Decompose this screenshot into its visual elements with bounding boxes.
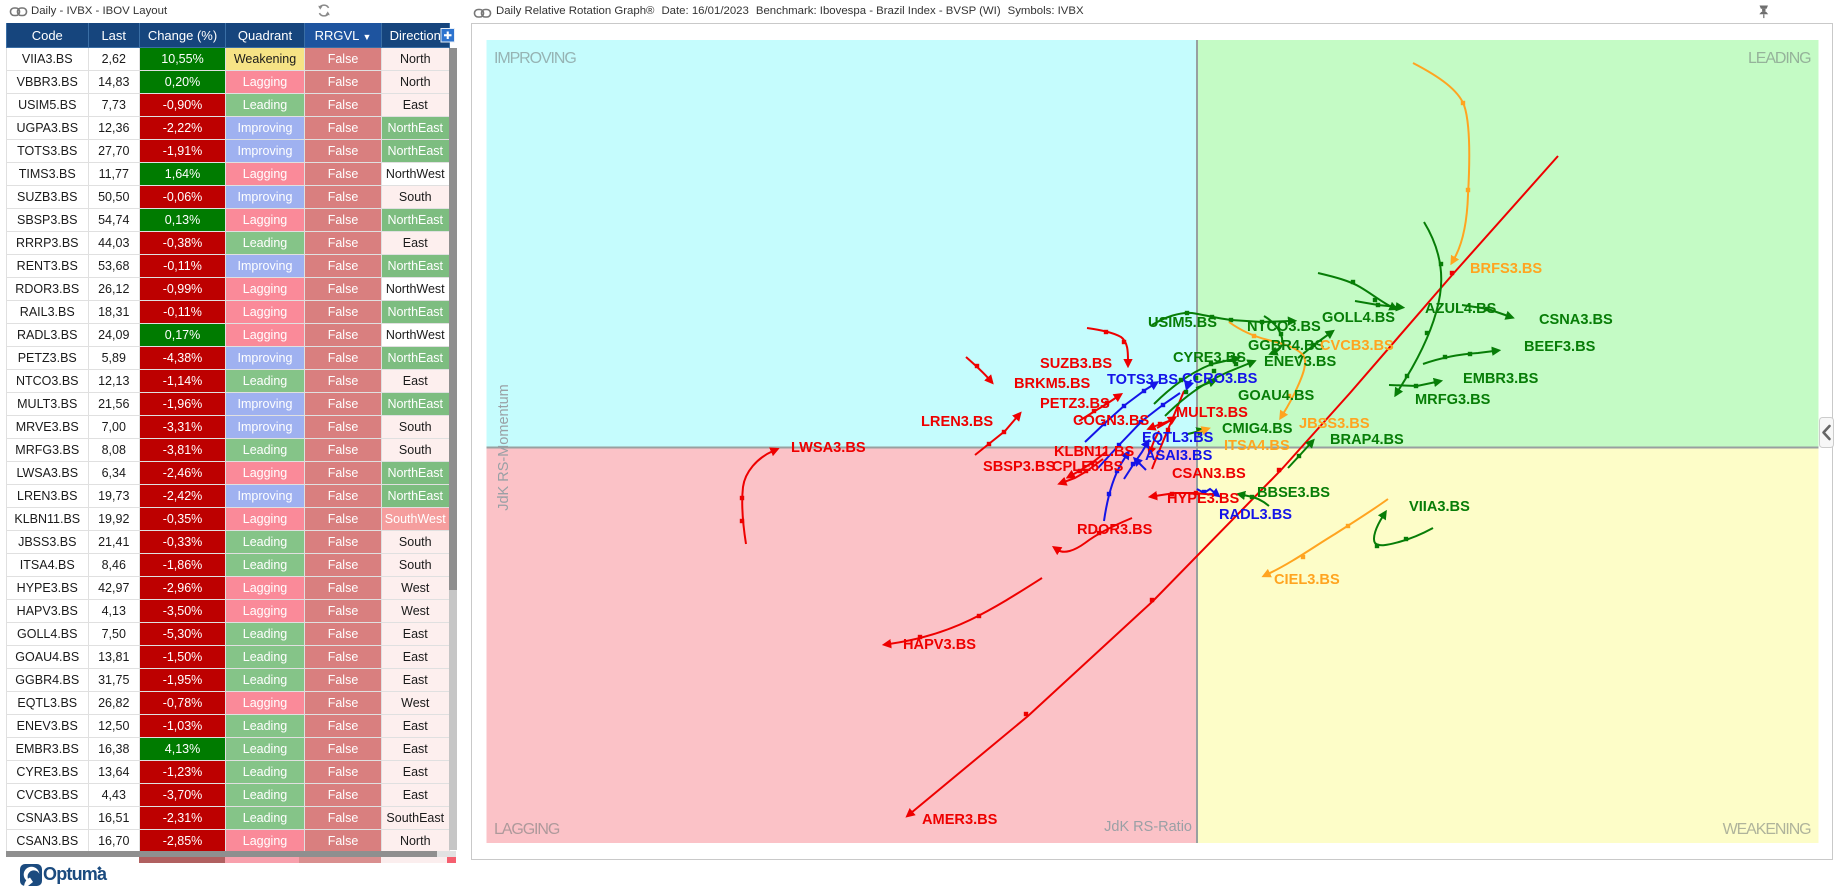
svg-text:MULT3.BS: MULT3.BS (1176, 405, 1248, 421)
svg-text:AZUL4.BS: AZUL4.BS (1425, 301, 1497, 317)
svg-text:USIM5.BS: USIM5.BS (1148, 315, 1217, 331)
svg-text:BRFS3.BS: BRFS3.BS (1470, 261, 1542, 277)
svg-text:EQTL3.BS: EQTL3.BS (1142, 430, 1214, 446)
svg-text:CSAN3.BS: CSAN3.BS (1172, 466, 1246, 482)
svg-text:ASAI3.BS: ASAI3.BS (1145, 448, 1213, 464)
svg-text:BEEF3.BS: BEEF3.BS (1524, 339, 1596, 355)
svg-text:WEAKENING: WEAKENING (1723, 821, 1812, 838)
svg-text:LEADING: LEADING (1748, 50, 1811, 67)
svg-text:CPLE6.BS: CPLE6.BS (1052, 459, 1124, 475)
svg-text:MRFG3.BS: MRFG3.BS (1415, 392, 1491, 408)
svg-text:SBSP3.BS: SBSP3.BS (983, 459, 1055, 475)
svg-text:RDOR3.BS: RDOR3.BS (1077, 522, 1153, 538)
svg-text:CYRE3.BS: CYRE3.BS (1173, 350, 1246, 366)
svg-text:GGBR4.BS: GGBR4.BS (1248, 338, 1324, 354)
svg-text:IMPROVING: IMPROVING (494, 50, 576, 67)
svg-text:GOAU4.BS: GOAU4.BS (1238, 388, 1314, 404)
svg-text:ENEV3.BS: ENEV3.BS (1264, 354, 1336, 370)
svg-text:CCRO3.BS: CCRO3.BS (1182, 371, 1258, 387)
svg-text:LREN3.BS: LREN3.BS (921, 414, 993, 430)
svg-text:JBSS3.BS: JBSS3.BS (1299, 416, 1370, 432)
svg-text:JdK RS-Ratio: JdK RS-Ratio (1104, 819, 1192, 835)
svg-text:HYPE3.BS: HYPE3.BS (1167, 491, 1239, 507)
svg-text:ITSA4.BS: ITSA4.BS (1224, 438, 1290, 454)
svg-text:KLBN11.BS: KLBN11.BS (1054, 444, 1135, 460)
svg-text:BBSE3.BS: BBSE3.BS (1257, 485, 1330, 501)
svg-text:GOLL4.BS: GOLL4.BS (1322, 310, 1395, 326)
svg-text:LAGGING: LAGGING (494, 821, 560, 838)
svg-text:CSNA3.BS: CSNA3.BS (1539, 312, 1613, 328)
svg-text:BRKM5.BS: BRKM5.BS (1014, 376, 1090, 392)
svg-text:HAPV3.BS: HAPV3.BS (903, 637, 976, 653)
svg-text:CVCB3.BS: CVCB3.BS (1320, 338, 1394, 354)
svg-text:TOTS3.BS: TOTS3.BS (1107, 372, 1178, 388)
svg-text:NTCO3.BS: NTCO3.BS (1247, 319, 1321, 335)
svg-text:CMIG4.BS: CMIG4.BS (1222, 421, 1293, 437)
svg-text:AMER3.BS: AMER3.BS (922, 812, 998, 828)
svg-text:PETZ3.BS: PETZ3.BS (1040, 396, 1110, 412)
svg-text:JdK RS-Momentum: JdK RS-Momentum (496, 384, 512, 511)
svg-text:RADL3.BS: RADL3.BS (1219, 507, 1292, 523)
svg-text:CIEL3.BS: CIEL3.BS (1274, 572, 1340, 588)
svg-text:SUZB3.BS: SUZB3.BS (1040, 356, 1112, 372)
svg-text:COGN3.BS: COGN3.BS (1073, 413, 1149, 429)
svg-text:BRAP4.BS: BRAP4.BS (1330, 432, 1404, 448)
svg-text:LWSA3.BS: LWSA3.BS (791, 440, 866, 456)
svg-text:VIIA3.BS: VIIA3.BS (1409, 499, 1470, 515)
svg-text:EMBR3.BS: EMBR3.BS (1463, 371, 1539, 387)
